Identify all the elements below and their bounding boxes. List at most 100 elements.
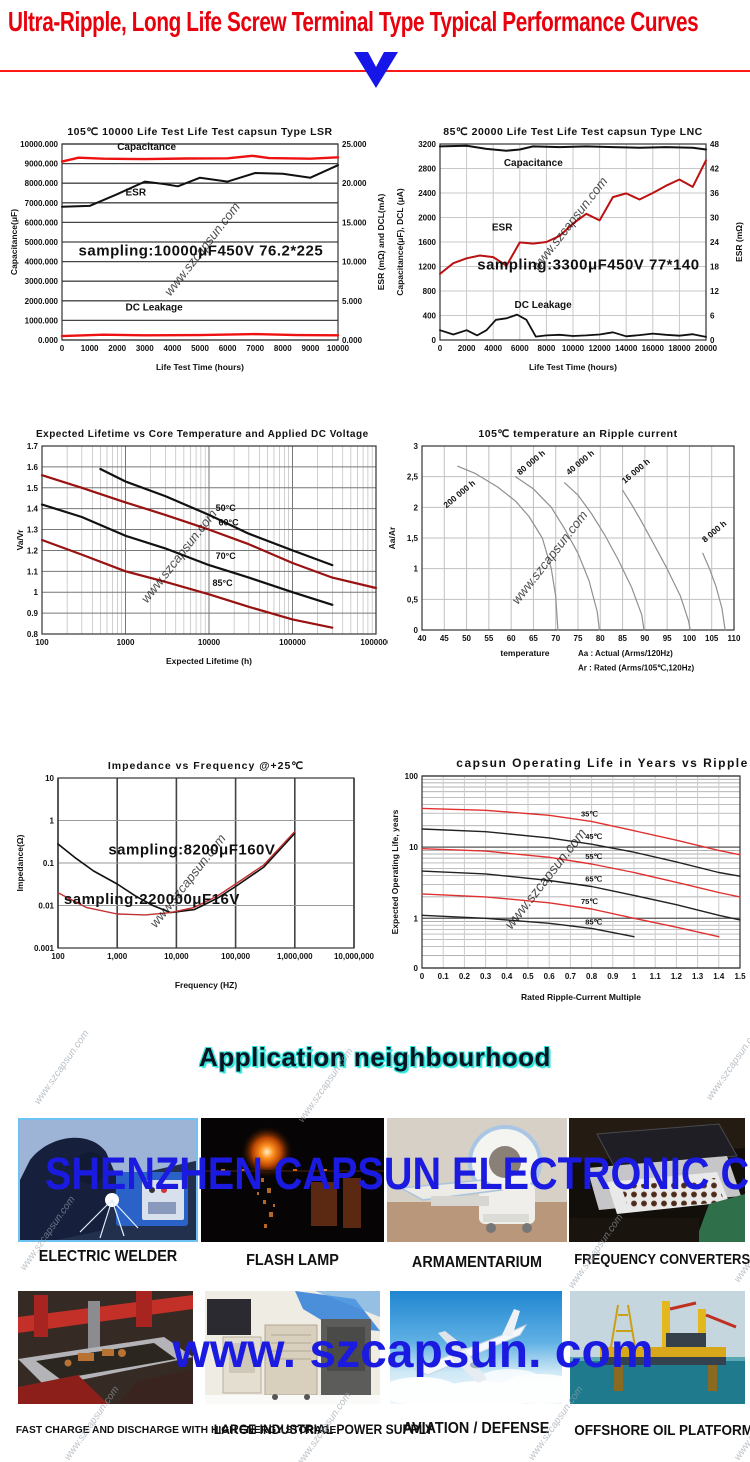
chart-text: 0 [414,964,419,973]
caption-aviation-defense: AVIATION / DEFENSE [402,1420,550,1437]
chart-text: 6 [710,312,715,321]
chart-text: 80 [596,634,605,643]
chart-text: 0.001 [34,944,55,953]
curve-label: DC Leakage [514,300,572,311]
chart-text: 1.4 [27,505,39,514]
chart-lifetime-voltage: 100 1000 10000 100000 1000000 1.7 1.6 1.5 1.4 1.3… [12,424,388,668]
chart-text: 1 [414,565,419,574]
chart-text: 5.000 [342,297,363,306]
chart-text: 20.000 [342,179,367,188]
chart-text: 0.4 [501,972,513,981]
chart-text: 0 [414,626,419,635]
series-DC Leakage [60,332,340,338]
series-45C [421,828,741,877]
chart-text: 1.4 [713,972,725,981]
chart-text: 10.000 [342,258,367,267]
chart-text: 0 [432,336,437,345]
chart-text: 100 [35,638,49,647]
chart-text: 9000 [302,344,320,353]
chart-text: 6000.000 [25,218,59,227]
chart-text: 70 [551,634,560,643]
chart-text: 10000.000 [20,140,58,149]
chart-text: 10,000,000 [334,952,375,961]
y-axis-label: Expected Operating Life, years [390,809,400,934]
caption-offshore-platform: OFFSHORE OIL PLATFORM [574,1422,750,1439]
x-axis-label: Expected Lifetime (h) [166,656,252,666]
chart-text: 0.2 [459,972,471,981]
chart-text: 1000 [81,344,99,353]
curve-label: ESR [125,188,146,199]
y-axis-label: Capacitance(μF) [9,209,19,275]
chart-text: 8000 [538,344,556,353]
chart-text: 4000 [484,344,502,353]
caption-fast-charge: FAST CHARGE AND DISCHARGE WITH HIGH ENER… [15,1424,337,1436]
chart-text: 6000 [511,344,529,353]
chart-impedance-frequency: 100 1,000 10,000 100,000 1,000,000 10,000,000… [12,752,388,1004]
chart-text: 0.000 [342,336,363,345]
chart-text: 0 [420,972,425,981]
caption-frequency-converters: FREQUENCY CONVERTERS [574,1252,750,1268]
series-DC Leakage [439,313,707,338]
curve-label: 55℃ [585,852,602,861]
chart-text: 0.9 [607,972,619,981]
chart-text: 800 [423,287,437,296]
chart-text: 45 [440,634,449,643]
chart-text: 1.2 [671,972,683,981]
chart-text: 0.5 [522,972,534,981]
series-85C [421,914,635,938]
chart-text: 110 [728,634,741,643]
chart-text: 40 [418,634,427,643]
chart-text: 48 [710,140,719,149]
chart-text: 5000.000 [25,238,59,247]
chart-text: 1.1 [27,567,39,576]
chart-text: 0,5 [407,595,419,604]
x-axis-label: Rated Ripple-Current Multiple [521,992,641,1002]
applications-title: Application neighbourhood [199,1042,551,1072]
chart-title: 105℃ temperature an Ripple current [478,428,677,440]
chart-text: 1000000 [360,638,388,647]
chart-title: 85℃ 20000 Life Test Life Test capsun Typ… [443,126,703,138]
chart-text: 60 [507,634,516,643]
chart-text: 1000.000 [25,316,59,325]
chart-text: 55 [484,634,493,643]
frequency-converters-image [569,1118,745,1242]
y2-axis-label: ESR (mΩ) [734,222,744,262]
annotation: Aa : Actual (Arms/120Hz) [578,649,673,658]
chart-text: 100 [405,772,419,781]
chart-text: 2000 [418,214,436,223]
impedance-vs-frequency-plot: 100 1,000 10,000 100,000 1,000,000 10,000,000… [15,760,375,990]
chart-text: 12000 [588,344,611,353]
chart-text: 1.7 [27,442,39,451]
series-65C [421,870,741,921]
chart-text: 65 [529,634,538,643]
chart-text: 1.3 [27,526,39,535]
curve-label: 60°C [219,517,240,527]
ripple-vs-temperature-plot: 40 45 50 55 60 65 70 75 80 85 90 95 100 105 110 3 2,5 2 1,… [387,428,741,672]
series-Capacitance [60,154,340,163]
series-8200uF160V [57,832,296,914]
x-axis-label: Frequency (HZ) [175,980,238,990]
chart-text: 0.01 [38,902,54,911]
chart-text: 0.3 [480,972,492,981]
chart-title: capsun Operating Life in Years vs Ripple… [456,756,750,770]
curve-label: Capacitance [504,158,563,169]
chart-text: 7000 [246,344,264,353]
series-16000h [622,489,691,631]
chart-text: 3200 [418,140,436,149]
chart-text: 0.1 [43,859,55,868]
chart-text: 20000 [695,344,718,353]
annotation: sampling:8200μF160V [108,842,275,859]
chart-text: 0.9 [27,609,39,618]
caption-power-supply: LARGE INDUSTRIAL POWER SUPPLY [213,1422,434,1437]
armamentarium-image [387,1118,567,1242]
flash-lamp-image [201,1118,384,1242]
series-Capacitance [439,144,707,152]
chart-text: 0.1 [438,972,450,981]
chart-text: 1000 [117,638,135,647]
chart-text: 24 [710,238,719,247]
chart-text: 2,5 [407,473,419,482]
v-logo-icon [354,52,398,88]
chart-text: 25.000 [342,140,367,149]
power-supply-image [205,1291,380,1404]
y-axis-label: Aa/Ar [387,526,397,549]
